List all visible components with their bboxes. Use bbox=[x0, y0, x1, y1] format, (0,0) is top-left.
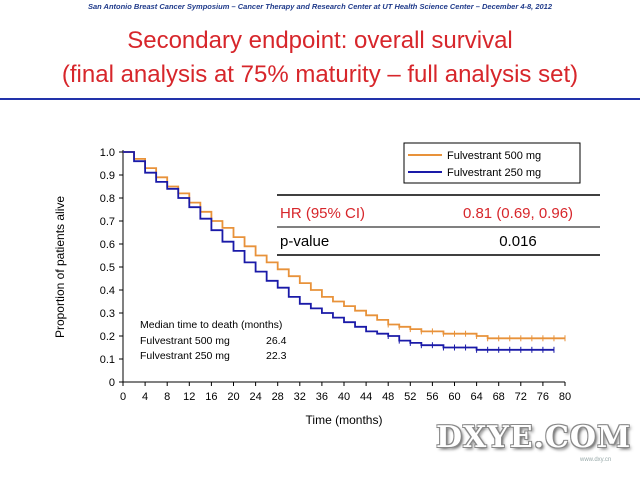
x-tick-label: 48 bbox=[382, 391, 394, 403]
x-tick-label: 28 bbox=[272, 391, 284, 403]
legend-label: Fulvestrant 250 mg bbox=[447, 167, 541, 179]
x-tick-label: 64 bbox=[470, 391, 482, 403]
y-tick-label: 0.4 bbox=[100, 285, 115, 297]
median-value: 22.3 bbox=[266, 350, 287, 362]
median-label: Fulvestrant 250 mg bbox=[140, 350, 230, 362]
y-tick-label: 0.7 bbox=[100, 216, 115, 228]
conference-header: San Antonio Breast Cancer Symposium – Ca… bbox=[87, 2, 553, 11]
stats-value: 0.81 (0.69, 0.96) bbox=[463, 205, 573, 222]
x-tick-label: 16 bbox=[205, 391, 217, 403]
x-tick-label: 80 bbox=[559, 391, 571, 403]
x-tick-label: 24 bbox=[249, 391, 261, 403]
x-tick-label: 8 bbox=[164, 391, 170, 403]
y-tick-label: 0.8 bbox=[100, 193, 115, 205]
stats-label: HR (95% CI) bbox=[280, 205, 365, 222]
x-tick-label: 20 bbox=[227, 391, 239, 403]
x-tick-label: 44 bbox=[360, 391, 372, 403]
x-tick-label: 52 bbox=[404, 391, 416, 403]
median-value: 26.4 bbox=[266, 335, 287, 347]
y-tick-label: 1.0 bbox=[100, 147, 115, 159]
watermark-url: www.dxy.cn bbox=[580, 457, 612, 463]
y-axis-title: Proportion of patients alive bbox=[53, 196, 67, 338]
x-tick-label: 60 bbox=[448, 391, 460, 403]
title-divider bbox=[0, 98, 640, 100]
x-tick-label: 12 bbox=[183, 391, 195, 403]
stats-value: 0.016 bbox=[499, 233, 537, 250]
y-tick-label: 0.3 bbox=[100, 308, 115, 320]
y-tick-label: 0.1 bbox=[100, 354, 115, 366]
x-tick-label: 68 bbox=[493, 391, 505, 403]
x-tick-label: 56 bbox=[426, 391, 438, 403]
x-tick-label: 4 bbox=[142, 391, 148, 403]
x-tick-label: 36 bbox=[316, 391, 328, 403]
x-tick-label: 32 bbox=[294, 391, 306, 403]
x-tick-label: 76 bbox=[537, 391, 549, 403]
x-tick-label: 0 bbox=[120, 391, 126, 403]
y-tick-label: 0.9 bbox=[100, 170, 115, 182]
watermark-logo: DXYE.COM bbox=[436, 420, 632, 455]
x-tick-label: 72 bbox=[515, 391, 527, 403]
x-tick-label: 40 bbox=[338, 391, 350, 403]
legend-box bbox=[403, 142, 581, 184]
x-axis-title: Time (months) bbox=[306, 413, 383, 427]
y-tick-label: 0.2 bbox=[100, 331, 115, 343]
y-tick-label: 0.5 bbox=[100, 262, 115, 274]
slide-title-line2: (final analysis at 75% maturity – full a… bbox=[61, 61, 579, 88]
y-tick-label: 0 bbox=[109, 377, 115, 389]
stats-label: p-value bbox=[280, 233, 329, 250]
legend-label: Fulvestrant 500 mg bbox=[447, 150, 541, 162]
median-heading: Median time to death (months) bbox=[140, 319, 282, 331]
y-tick-label: 0.6 bbox=[100, 239, 115, 251]
slide-title-line1: Secondary endpoint: overall survival bbox=[127, 27, 513, 54]
median-label: Fulvestrant 500 mg bbox=[140, 335, 230, 347]
